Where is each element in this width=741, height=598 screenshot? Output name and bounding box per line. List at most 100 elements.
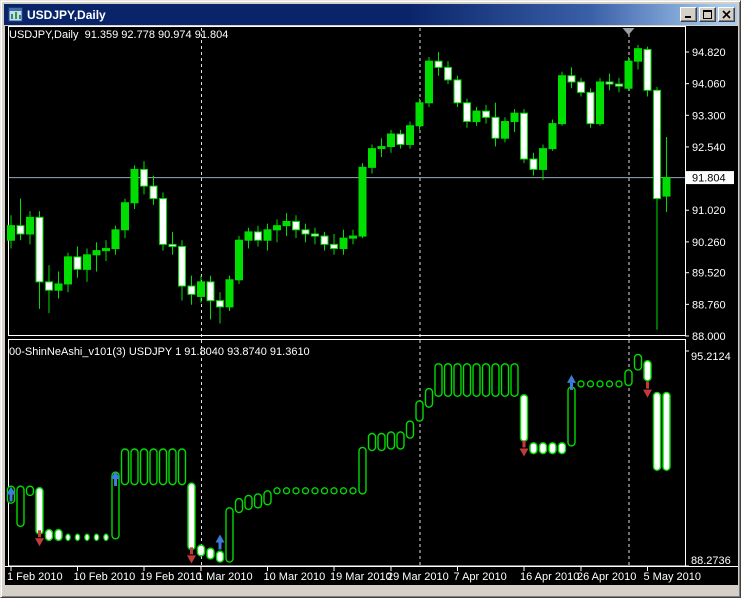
y-axis-tick-label: 90.260	[692, 237, 726, 249]
indicator-pill	[538, 442, 548, 455]
indicator-pill	[187, 482, 196, 551]
maximize-icon	[703, 10, 712, 19]
indicator-dot	[84, 533, 90, 542]
signal-arrow-stem	[522, 440, 526, 448]
indicator-pill	[244, 494, 253, 511]
candle-body	[349, 235, 357, 239]
indicator-ring	[586, 380, 595, 388]
indicator-pill	[44, 528, 54, 542]
indicator-ring	[273, 487, 281, 495]
down-signal-arrow-icon	[35, 538, 44, 547]
y-axis-tick-label: 92.540	[692, 142, 726, 154]
signal-arrow-stem	[570, 382, 573, 390]
candle-body	[140, 168, 148, 187]
indicator-pill	[168, 448, 177, 486]
signal-arrow-stem	[38, 530, 41, 538]
candle-body	[159, 198, 167, 245]
indicator-pill	[253, 493, 263, 509]
indicator-pill	[472, 363, 481, 398]
close-button[interactable]	[718, 7, 735, 22]
indicator-pill	[519, 394, 529, 442]
chart-area[interactable]: 94.820 94.060 93.300 92.540 91.020 90.260 89.5…	[5, 26, 738, 585]
price-chart-svg[interactable]: 94.820 94.060 93.300 92.540 91.020 90.260 89.5…	[5, 26, 738, 585]
candle-body	[539, 148, 547, 170]
chart-canvas[interactable]: 94.820 94.060 93.300 92.540 91.020 90.260 89.5…	[5, 26, 738, 590]
candle-body	[510, 112, 519, 123]
indicator-pill	[25, 485, 35, 497]
candle-body	[26, 216, 34, 235]
candle-body	[406, 125, 414, 145]
x-axis-date-label: 5 May 2010	[644, 571, 701, 583]
x-axis-date-label: 10 Feb 2010	[74, 571, 136, 583]
candle-body	[425, 60, 433, 104]
indicator-pill	[206, 547, 215, 560]
candle-body	[444, 66, 452, 81]
indicator-dot	[93, 533, 100, 542]
up-signal-arrow-icon	[215, 534, 225, 543]
minimize-button[interactable]	[680, 7, 697, 22]
indicator-ring	[339, 487, 348, 495]
up-signal-arrow-icon	[567, 374, 576, 383]
candle-body	[225, 279, 234, 308]
candle-body	[197, 281, 205, 297]
candle-body	[320, 235, 329, 245]
indicator-pill	[510, 363, 519, 398]
candle-body	[624, 60, 633, 89]
indicator-pill	[652, 391, 662, 472]
chart-background	[5, 26, 738, 585]
candle-body	[102, 248, 110, 252]
candle-body	[387, 133, 395, 148]
candle-body	[273, 225, 281, 231]
indicator-pill	[234, 497, 244, 514]
indicator-ring	[292, 487, 300, 495]
indicator-pill	[481, 363, 491, 398]
candle-body	[235, 239, 243, 281]
indicator-ring	[311, 487, 319, 495]
indicator-pill	[263, 490, 272, 506]
indicator-pill	[158, 448, 168, 486]
x-axis-date-label: 1 Feb 2010	[7, 571, 63, 583]
y-axis-tick-label: 89.520	[692, 268, 726, 280]
indicator-dot	[74, 533, 81, 542]
candle-body	[605, 81, 614, 85]
indicator-ring	[330, 487, 338, 495]
indicator-pill	[529, 442, 538, 455]
candle-body	[615, 83, 623, 87]
candle-body	[596, 81, 604, 125]
candle-body	[501, 121, 509, 139]
candle-body	[178, 245, 186, 287]
indicator-ring	[301, 487, 310, 495]
indicator-ring	[605, 380, 614, 388]
x-axis-date-label: 26 Apr 2010	[577, 571, 636, 583]
indicator-ring	[596, 380, 604, 388]
candle-body	[339, 237, 348, 250]
x-axis-date-label: 10 Mar 2010	[264, 571, 326, 583]
indicator-pill	[405, 420, 415, 439]
indicator-pill	[500, 363, 510, 398]
chart-icon[interactable]	[8, 7, 24, 23]
candle-body	[168, 243, 177, 247]
indicator-pill	[35, 487, 44, 535]
candle-body	[244, 231, 253, 241]
x-axis-date-label: 1 Mar 2010	[197, 571, 253, 583]
indicator-pill	[177, 448, 187, 486]
candle-body	[586, 91, 595, 125]
candle-body	[520, 112, 528, 160]
title-bar[interactable]: USDJPY,Daily	[4, 4, 737, 25]
indicator-pill	[16, 485, 25, 528]
y-axis-tick-label: 88.000	[692, 331, 726, 343]
y-axis-tick-label: 88.760	[692, 299, 726, 311]
indicator-pill	[120, 448, 130, 486]
close-icon	[722, 10, 731, 19]
y-axis-tick-label: 91.020	[692, 205, 726, 217]
indicator-pill	[662, 391, 671, 472]
indicator-ring	[320, 487, 329, 495]
candle-body	[16, 225, 25, 235]
candle-body	[206, 281, 215, 302]
x-axis-date-label: 29 Mar 2010	[387, 571, 449, 583]
maximize-button[interactable]	[699, 7, 716, 22]
candle-body	[577, 81, 585, 93]
indicator-pill	[215, 550, 225, 563]
minimize-icon	[685, 16, 691, 18]
